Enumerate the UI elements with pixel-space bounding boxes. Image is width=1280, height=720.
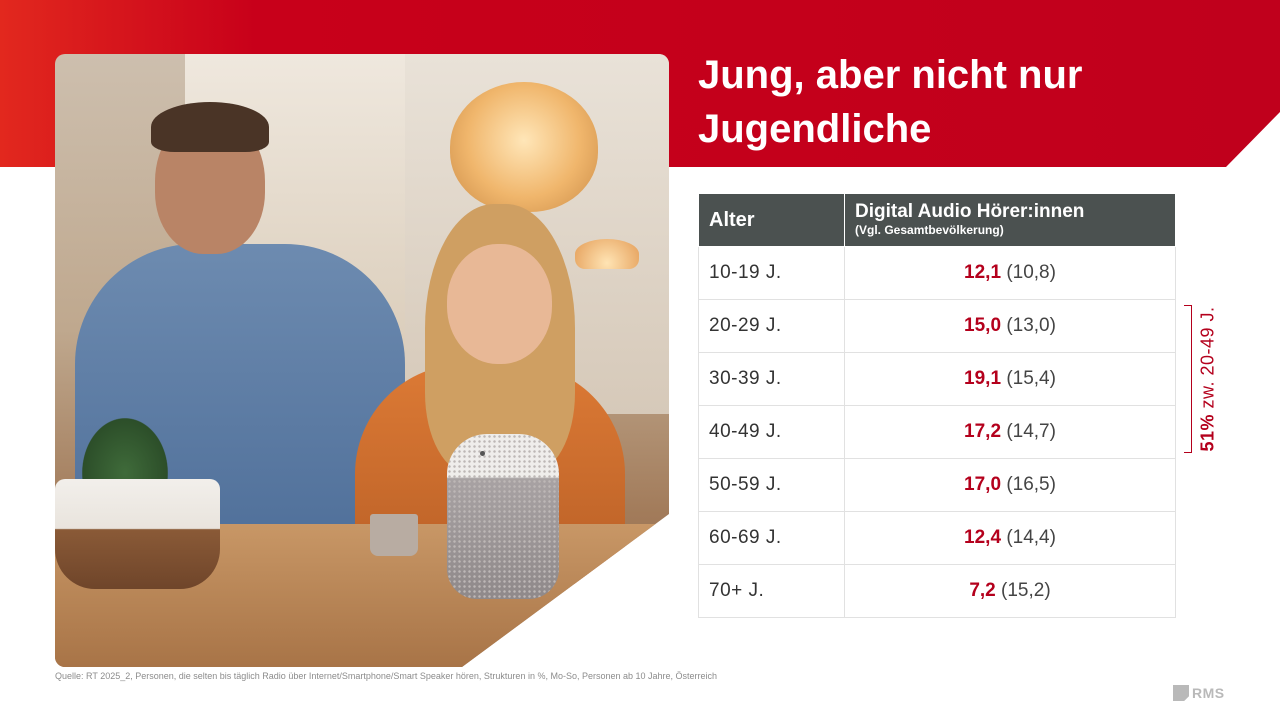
share-cell: 15,0 (13,0) [844,299,1176,353]
age-range-bracket [1184,305,1192,453]
table-row: 10-19 J. 12,1 (10,8) [698,246,1176,300]
source-footnote: Quelle: RT 2025_2, Personen, die selten … [55,671,718,681]
share-cell: 19,1 (15,4) [844,352,1176,406]
rms-logo: RMS [1173,684,1225,702]
digital-audio-share-value: 17,0 [964,474,1002,495]
table-row: 30-39 J. 19,1 (15,4) [698,352,1176,406]
population-comparison-value: (14,7) [1006,421,1056,442]
population-comparison-value: (13,0) [1006,315,1056,336]
header-digital-audio: Digital Audio Hörer:innen (Vgl. Gesamtbe… [844,193,1176,247]
annotation-percent: 51% [1197,414,1218,452]
age-group-cell: 70+ J. [698,564,845,618]
header-age: Alter [698,193,845,247]
table-row: 50-59 J. 17,0 (16,5) [698,458,1176,512]
slide-title: Jung, aber nicht nur Jugendliche [698,53,1083,151]
age-group-cell: 50-59 J. [698,458,845,512]
digital-audio-share-value: 12,1 [964,262,1002,283]
digital-audio-share-value: 12,4 [964,527,1002,548]
age-group-cell: 30-39 J. [698,352,845,406]
table-header-row: Alter Digital Audio Hörer:innen (Vgl. Ge… [698,193,1176,247]
share-cell: 7,2 (15,2) [844,564,1176,618]
age-distribution-table: Alter Digital Audio Hörer:innen (Vgl. Ge… [698,193,1176,618]
population-comparison-value: (16,5) [1006,474,1056,495]
population-comparison-value: (15,2) [1001,580,1051,601]
annotation-text: zw. 20-49 J. [1197,306,1218,409]
digital-audio-share-value: 19,1 [964,368,1002,389]
hero-photo-family-smart-speaker [55,54,669,667]
age-group-cell: 40-49 J. [698,405,845,459]
population-comparison-value: (14,4) [1006,527,1056,548]
digital-audio-share-value: 7,2 [969,580,996,601]
age-group-cell: 10-19 J. [698,246,845,300]
table-row: 60-69 J. 12,4 (14,4) [698,511,1176,565]
header-digital-audio-sublabel: (Vgl. Gesamtbevölkerung) [855,223,1004,237]
rms-logo-text: RMS [1192,685,1225,701]
smart-speaker-icon [447,434,559,599]
age-group-cell: 20-29 J. [698,299,845,353]
share-cell: 12,1 (10,8) [844,246,1176,300]
rms-logo-icon [1173,685,1189,701]
population-comparison-value: (15,4) [1006,368,1056,389]
table-row: 20-29 J. 15,0 (13,0) [698,299,1176,353]
share-cell: 17,0 (16,5) [844,458,1176,512]
age-group-cell: 60-69 J. [698,511,845,565]
digital-audio-share-value: 17,2 [964,421,1002,442]
share-cell: 12,4 (14,4) [844,511,1176,565]
age-range-annotation: 51% zw. 20-49 J. [1198,306,1219,451]
header-digital-audio-label: Digital Audio Hörer:innen [855,201,1085,222]
table-row: 40-49 J. 17,2 (14,7) [698,405,1176,459]
share-cell: 17,2 (14,7) [844,405,1176,459]
digital-audio-share-value: 15,0 [964,315,1002,336]
table-row: 70+ J. 7,2 (15,2) [698,564,1176,618]
population-comparison-value: (10,8) [1006,262,1056,283]
